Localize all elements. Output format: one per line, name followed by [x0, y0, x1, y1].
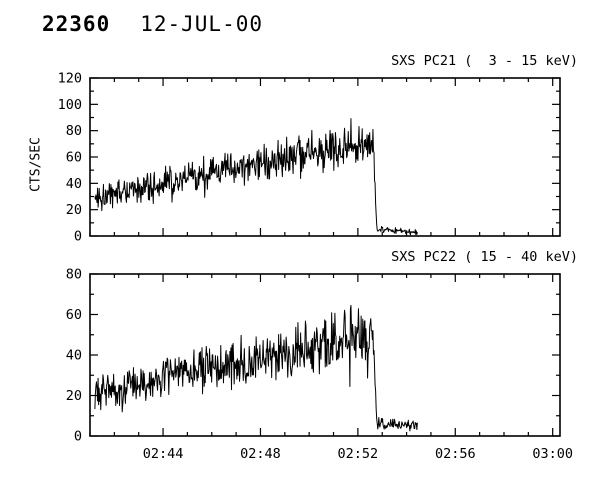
y-tick-label: 0	[74, 229, 82, 245]
y-tick-label: 80	[66, 123, 82, 139]
light-curve-plot-pc21: 0 20 40 60 80 100 120	[58, 71, 561, 245]
light-curve-series	[94, 118, 418, 236]
axis-tick-labels: 0 20 40 60 80 100 120	[58, 71, 82, 245]
y-tick-label: 20	[66, 388, 82, 404]
light-curve-series	[94, 304, 418, 432]
y-tick-label: 80	[66, 267, 82, 283]
x-tick-label: 02:48	[240, 446, 281, 462]
plot-title-pc22: SXS PC22 ( 15 - 40 keV)	[391, 249, 578, 265]
y-tick-label: 120	[58, 71, 82, 87]
axis-tick-labels: 02:44 02:48 02:52 02:56 03:00 0 20 40 60 80	[66, 267, 573, 463]
x-tick-label: 03:00	[532, 446, 573, 462]
observation-id: 22360	[42, 12, 111, 36]
y-tick-label: 60	[66, 307, 82, 323]
observation-date: 12-JUL-00	[140, 12, 264, 36]
y-tick-label: 100	[58, 97, 82, 113]
light-curve-plot-pc22: 02:44 02:48 02:52 02:56 03:00 0 20 40 60 80	[66, 267, 573, 463]
y-tick-label: 40	[66, 176, 82, 192]
x-tick-label: 02:52	[338, 446, 379, 462]
plot-frame	[89, 77, 561, 237]
y-tick-label: 60	[66, 150, 82, 166]
y-tick-label: 40	[66, 348, 82, 364]
plot-frame	[89, 273, 561, 437]
x-tick-label: 02:44	[143, 446, 184, 462]
y-tick-label: 0	[74, 429, 82, 445]
figure-header: 22360 12-JUL-00	[42, 12, 263, 36]
y-tick-label: 20	[66, 202, 82, 218]
x-tick-label: 02:56	[435, 446, 476, 462]
plot-title-pc21: SXS PC21 ( 3 - 15 keV)	[391, 53, 578, 69]
